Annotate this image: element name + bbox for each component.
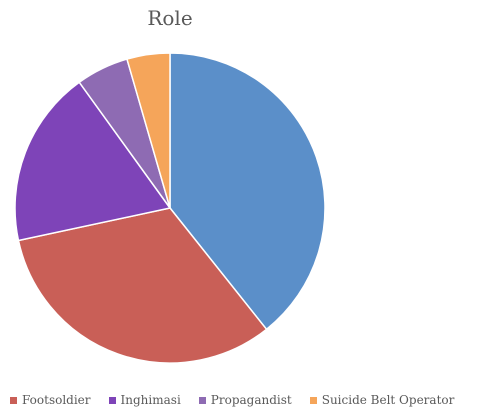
pie-slice-footsoldier [17,207,268,364]
chart-title: Role [147,6,193,30]
legend-label-inghimasi: Inghimasi [120,393,181,407]
pie-slice-inghimasi [14,81,172,242]
legend-item-inghimasi: Inghimasi [108,393,181,407]
legend-item-footsoldier: Footsoldier [10,393,91,407]
pie-slice-suicide-belt-operator [126,52,171,209]
legend-item-suicide-belt-operator: Suicide Belt Operator [309,393,455,407]
legend-label-suicide-belt-operator: Suicide Belt Operator [321,393,455,407]
pie-chart [14,52,326,364]
legend-swatch-inghimasi [108,396,116,404]
legend-label-footsoldier: Footsoldier [22,393,91,407]
pie-slice-unlabeled [169,52,326,331]
legend-swatch-footsoldier [10,396,17,404]
chart-legend: Footsoldier Inghimasi Propagandist Suici… [10,392,454,408]
legend-label-propagandist: Propagandist [210,393,292,407]
legend-item-propagandist: Propagandist [198,393,292,407]
legend-swatch-propagandist [198,396,206,404]
legend-swatch-suicide-belt-operator [309,396,317,404]
